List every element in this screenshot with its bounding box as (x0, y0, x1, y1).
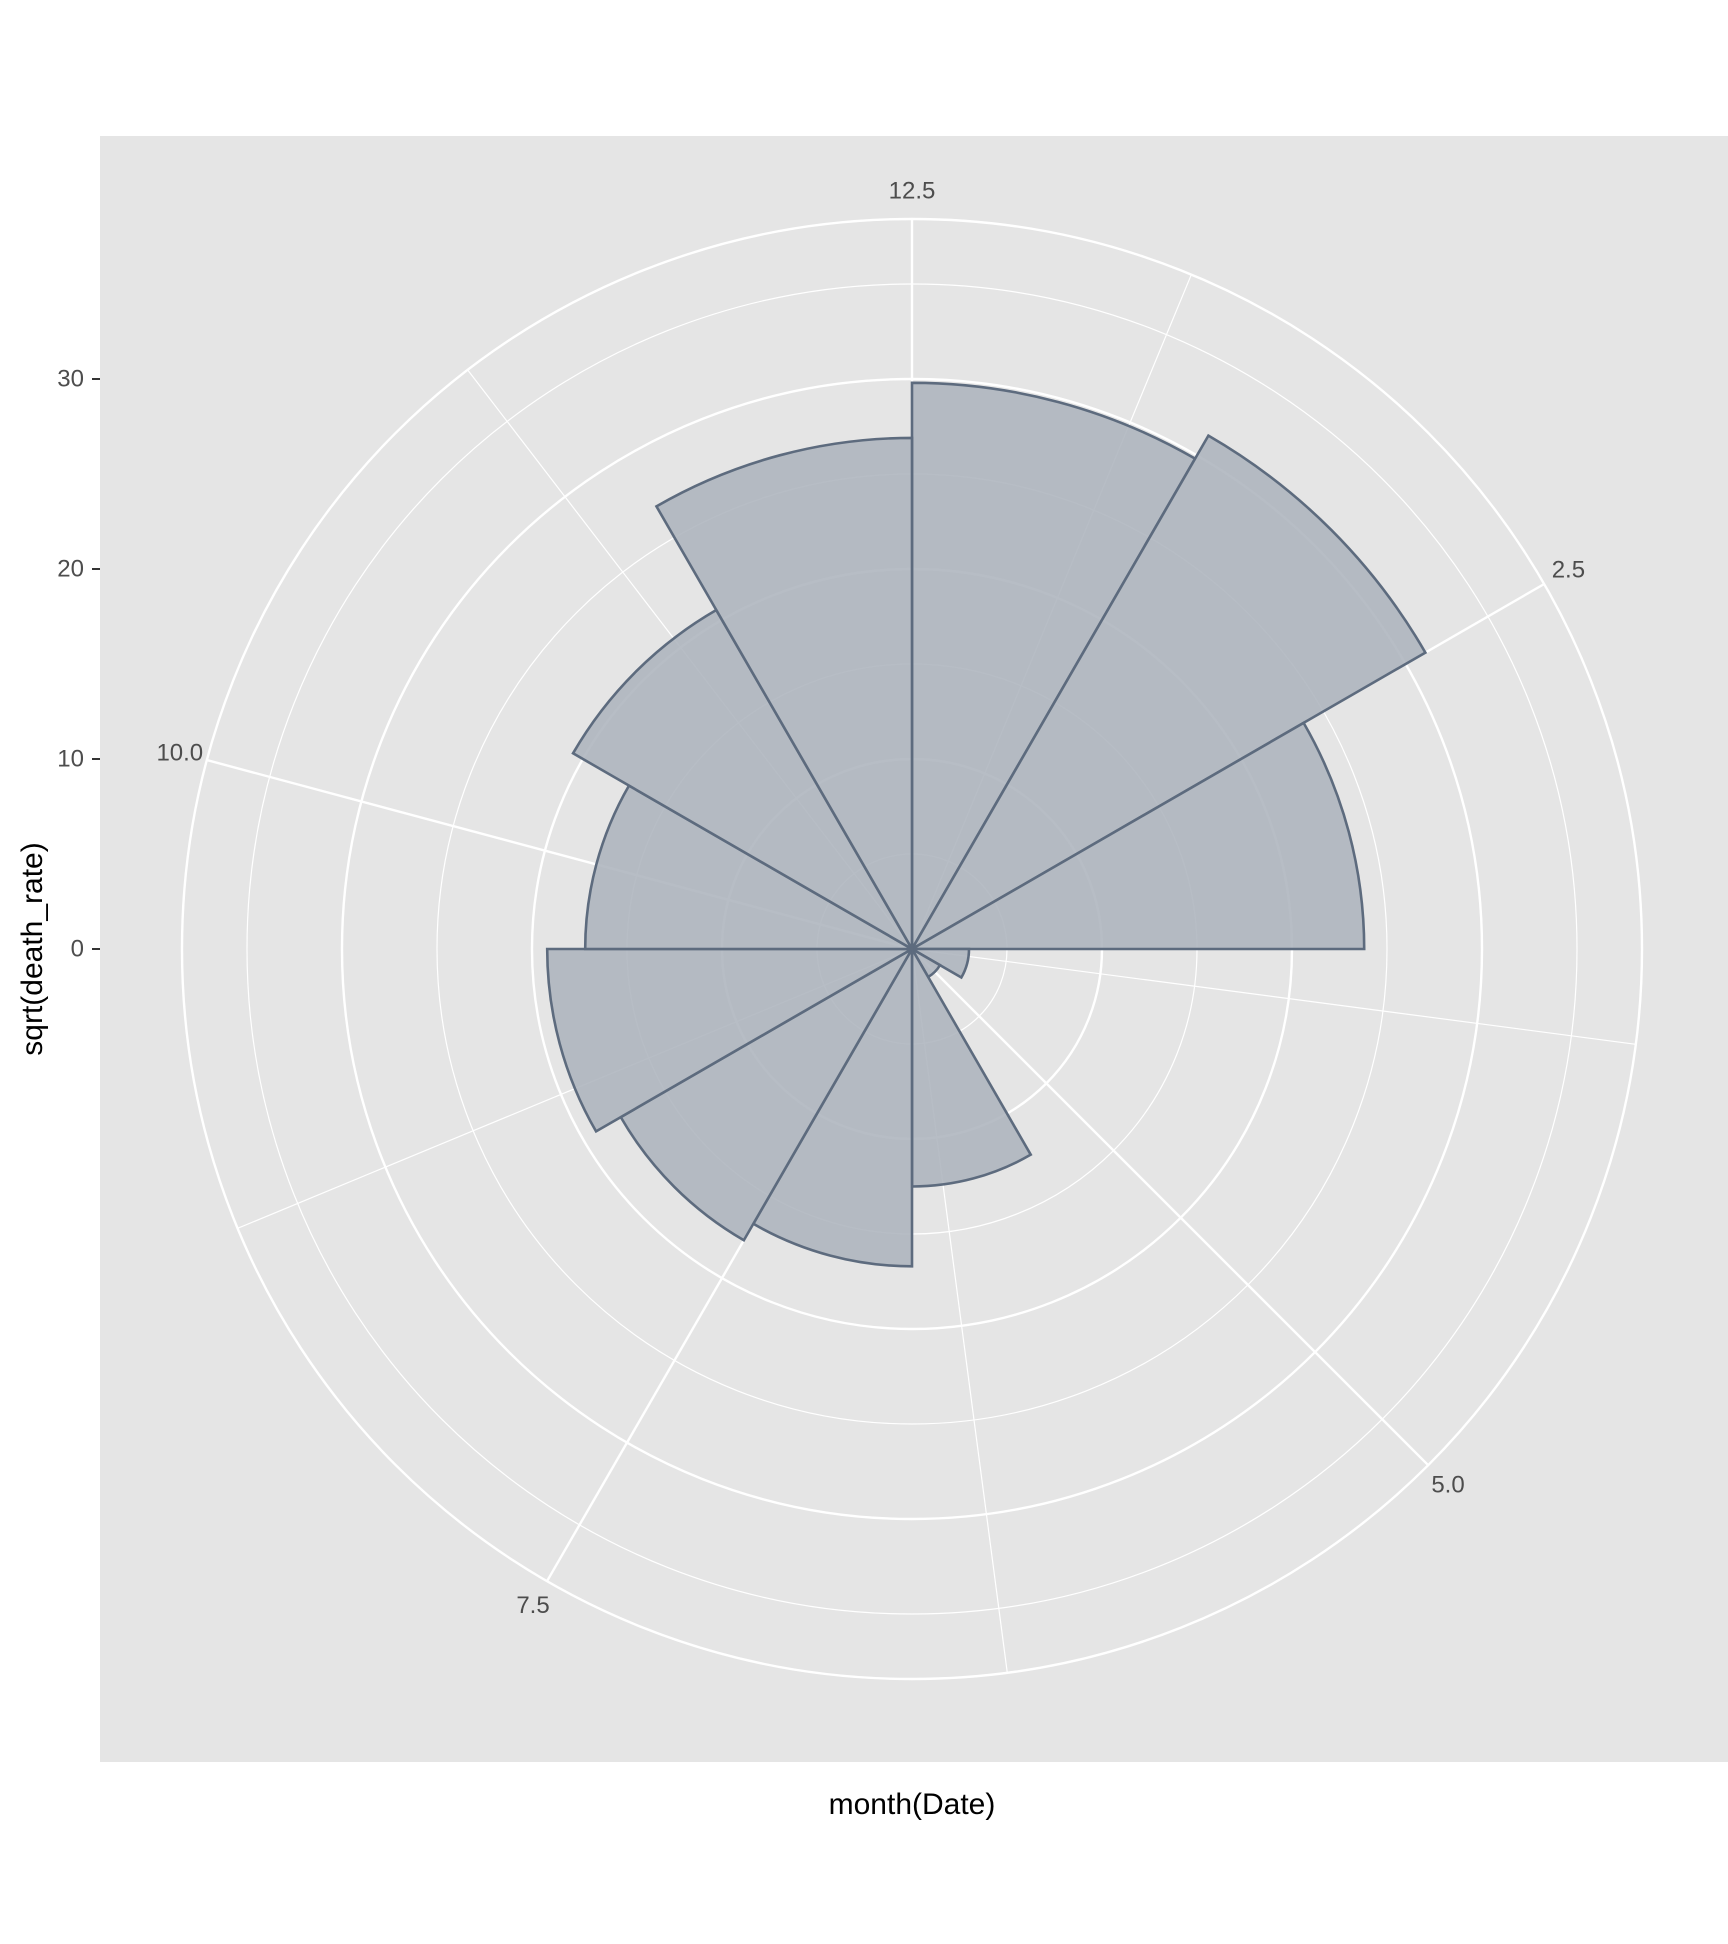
y-tick-label: 10 (57, 746, 84, 773)
bar-wedge (571, 608, 916, 953)
y-tick-label: 30 (57, 366, 84, 393)
bar-layer (545, 381, 1428, 1268)
bar-wedge (583, 783, 917, 951)
x-axis-title: month(Date) (829, 1788, 996, 1821)
bar-wedge (907, 721, 1366, 951)
x-tick-label: 12.5 (889, 178, 936, 205)
y-tick-label: 20 (57, 556, 84, 583)
x-tick-label: 10.0 (156, 739, 203, 766)
x-tick-label: 7.5 (516, 1592, 549, 1619)
bar-wedge (545, 947, 917, 1134)
y-axis: 0 10 20 30 (57, 366, 100, 963)
bar-wedge (751, 944, 914, 1268)
y-axis-title: sqrt(death_rate) (16, 842, 49, 1055)
y-tick-label: 0 (71, 936, 84, 963)
bar-wedge (910, 381, 1197, 954)
x-tick-labels: 2.5 5.0 7.5 10.0 12.5 (156, 178, 1585, 1619)
x-tick-label: 5.0 (1431, 1472, 1464, 1499)
minor-spoke-gridline (911, 948, 1636, 1045)
major-spoke-gridline (911, 948, 1430, 1467)
bar-wedge (654, 436, 914, 954)
bar-wedge (618, 945, 916, 1243)
bar-wedge (908, 433, 1428, 953)
bar-wedge (910, 944, 1033, 1188)
x-tick-label: 2.5 (1552, 557, 1585, 584)
